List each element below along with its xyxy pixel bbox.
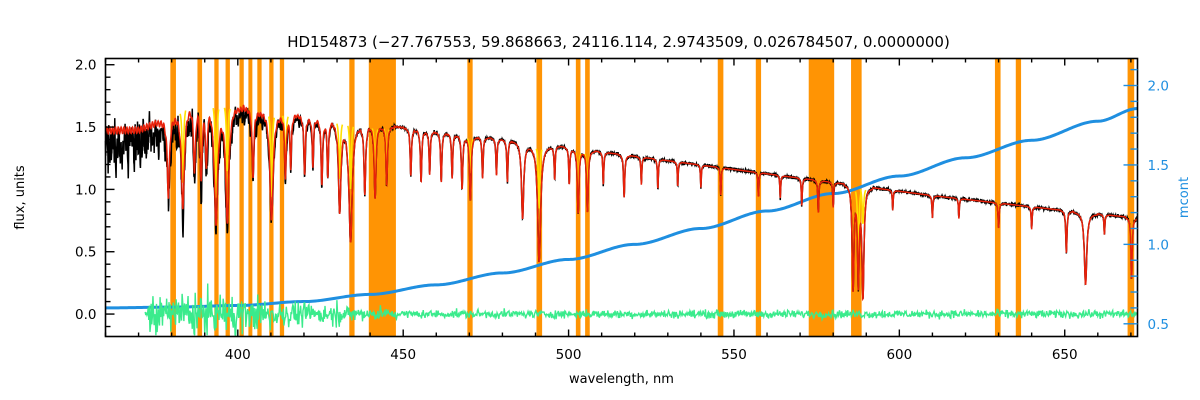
continuum-layer (105, 107, 1138, 310)
xtick-label: 500 (556, 347, 582, 363)
axes-layer (104, 57, 1139, 338)
ytick-label-right: 2.0 (1148, 79, 1169, 95)
ytick-label: 0.5 (75, 245, 96, 261)
y-axis-title-right: mcont (1177, 177, 1192, 218)
chart-title: HD154873 (−27.767553, 59.868663, 24116.1… (287, 33, 950, 51)
labels-layer: HD154873 (−27.767553, 59.868663, 24116.1… (13, 33, 1192, 387)
mask-bands-layer (170, 58, 1135, 337)
xtick-label: 400 (225, 347, 251, 363)
model-layer (104, 104, 1138, 302)
ytick-label-right: 0.5 (1148, 317, 1169, 333)
ytick-label: 0.0 (75, 307, 96, 323)
ytick-label-right: 1.0 (1148, 237, 1169, 253)
ytick-label: 1.0 (75, 182, 96, 198)
y-axis-title: flux, units (13, 165, 28, 230)
xtick-label: 450 (390, 347, 416, 363)
xtick-label: 600 (886, 347, 912, 363)
xtick-label: 550 (721, 347, 747, 363)
xtick-label: 650 (1052, 347, 1078, 363)
ytick-label: 2.0 (75, 58, 96, 74)
ytick-label: 1.5 (75, 120, 96, 136)
residual-layer (144, 283, 1138, 337)
ytick-label-right: 1.5 (1148, 158, 1169, 174)
x-axis-title: wavelength, nm (569, 372, 674, 387)
